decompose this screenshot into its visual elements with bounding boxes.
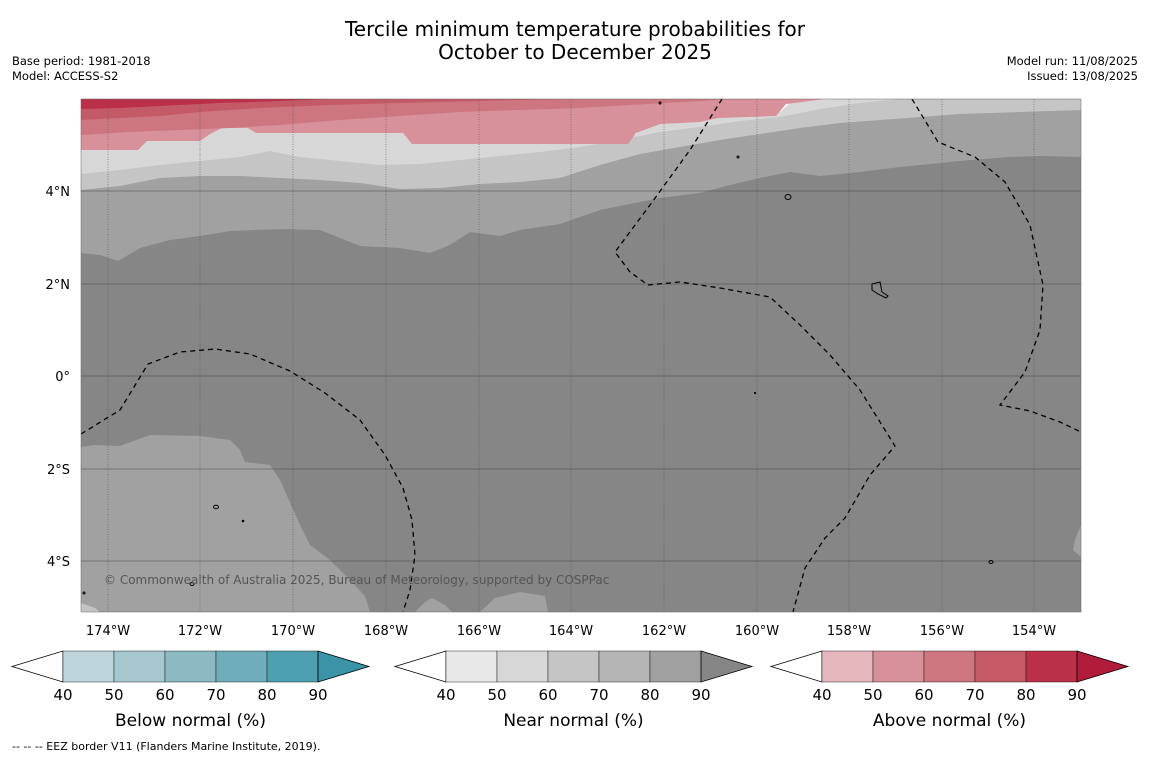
near-normal-70-region-corner	[81, 603, 100, 612]
colorbar-segment	[598, 650, 651, 683]
colorbar-segment	[266, 650, 319, 683]
lat-label: 4°N	[46, 185, 71, 200]
colorbar-tick: 80	[640, 686, 659, 704]
colorbar-label: Near normal (%)	[503, 711, 643, 731]
lon-label: 168°W	[364, 624, 408, 639]
colorbar-segment	[923, 650, 976, 683]
above-normal-70-region	[81, 99, 560, 120]
latitude-labels: 4°N 2°N 0° 2°S 4°S	[46, 185, 71, 570]
colorbar-high-extend	[1076, 650, 1130, 683]
colorbar-label: Above normal (%)	[873, 711, 1026, 731]
colorbar-segment	[649, 650, 702, 683]
lat-label: 4°S	[47, 555, 70, 570]
lon-label: 154°W	[1012, 624, 1056, 639]
colorbar-segment	[974, 650, 1027, 683]
chart-title: Tercile minimum temperature probabilitie…	[0, 18, 1150, 64]
colorbar-tick: 40	[812, 686, 831, 704]
colorbar-tick: 90	[308, 686, 327, 704]
lat-label: 0°	[55, 370, 70, 385]
meta-right: Model run: 11/08/2025 Issued: 13/08/2025	[1007, 54, 1138, 84]
colorbar-low-extend	[769, 650, 823, 683]
colorbar-segment	[215, 650, 268, 683]
near-normal-80-region-south	[81, 435, 370, 612]
colorbar-tick: 50	[487, 686, 506, 704]
lon-label: 156°W	[920, 624, 964, 639]
colorbar-segment	[547, 650, 600, 683]
lat-label: 2°N	[46, 278, 71, 293]
copyright-notice: © Commonwealth of Australia 2025, Bureau…	[104, 573, 609, 587]
base-period: Base period: 1981-2018	[12, 54, 151, 68]
colorbar-tick: 70	[206, 686, 225, 704]
colorbar-tick: 40	[436, 686, 455, 704]
colorbar-high-extend	[700, 650, 754, 683]
map-frame	[80, 98, 1082, 613]
colorbar: 40 50 60 70 80 90 Near normal (%)	[393, 650, 754, 731]
title-line-2: October to December 2025	[438, 40, 712, 64]
above-normal-80-region	[81, 99, 330, 109]
map-figure: © Commonwealth of Australia 2025, Bureau…	[10, 98, 1130, 731]
colorbar-tick: 80	[257, 686, 276, 704]
lon-label: 172°W	[178, 624, 222, 639]
model-name: Model: ACCESS-S2	[12, 69, 119, 83]
title-line-1: Tercile minimum temperature probabilitie…	[344, 17, 806, 41]
colorbar-tick: 60	[155, 686, 174, 704]
colorbar-low-extend	[10, 650, 64, 683]
longitude-labels: 174°W 172°W 170°W 168°W 166°W 164°W 162°W 160°W…	[86, 624, 1056, 639]
colorbar-low-extend	[393, 650, 447, 683]
issued-date: Issued: 13/08/2025	[1027, 69, 1138, 83]
colorbars: 40 50 60 70 80 90 Below normal (%) 40 50 60 70 80 90…	[10, 650, 1130, 731]
colorbar-tick: 50	[104, 686, 123, 704]
model-run: Model run: 11/08/2025	[1006, 54, 1138, 68]
colorbar: 40 50 60 70 80 90 Below normal (%)	[10, 650, 371, 731]
colorbar-tick: 60	[914, 686, 933, 704]
map-area: © Commonwealth of Australia 2025, Bureau…	[81, 99, 1081, 612]
colorbar-tick: 70	[589, 686, 608, 704]
lon-label: 162°W	[642, 624, 686, 639]
colorbar-tick: 70	[965, 686, 984, 704]
colorbar-tick: 90	[1067, 686, 1086, 704]
colorbar-high-extend	[317, 650, 371, 683]
colorbar-tick: 40	[53, 686, 72, 704]
eez-legend-note: -- -- -- EEZ border V11 (Flanders Marine…	[12, 740, 321, 753]
islands	[82, 101, 994, 595]
meta-left: Base period: 1981-2018 Model: ACCESS-S2	[12, 54, 151, 84]
colorbar-segment	[872, 650, 925, 683]
colorbar: 40 50 60 70 80 90 Above normal (%)	[769, 650, 1130, 731]
lat-label: 2°S	[47, 463, 70, 478]
lon-label: 158°W	[827, 624, 871, 639]
colorbar-tick: 80	[1016, 686, 1035, 704]
colorbar-segment	[1025, 650, 1078, 683]
colorbar-segment	[496, 650, 549, 683]
colorbar-segment	[113, 650, 166, 683]
lon-label: 174°W	[86, 624, 130, 639]
colorbar-tick: 60	[538, 686, 557, 704]
latitude-lines	[81, 190, 1081, 562]
colorbar-tick: 50	[863, 686, 882, 704]
colorbar-segment	[62, 650, 115, 683]
colorbar-segment	[821, 650, 874, 683]
lon-label: 164°W	[549, 624, 593, 639]
graticule	[107, 99, 1035, 612]
colorbar-tick: 90	[691, 686, 710, 704]
lon-label: 170°W	[271, 624, 315, 639]
lon-label: 160°W	[735, 624, 779, 639]
colorbar-segment	[445, 650, 498, 683]
colorbar-segment	[164, 650, 217, 683]
colorbar-label: Below normal (%)	[115, 711, 266, 731]
eez-borders	[81, 99, 1081, 612]
lon-label: 166°W	[457, 624, 501, 639]
